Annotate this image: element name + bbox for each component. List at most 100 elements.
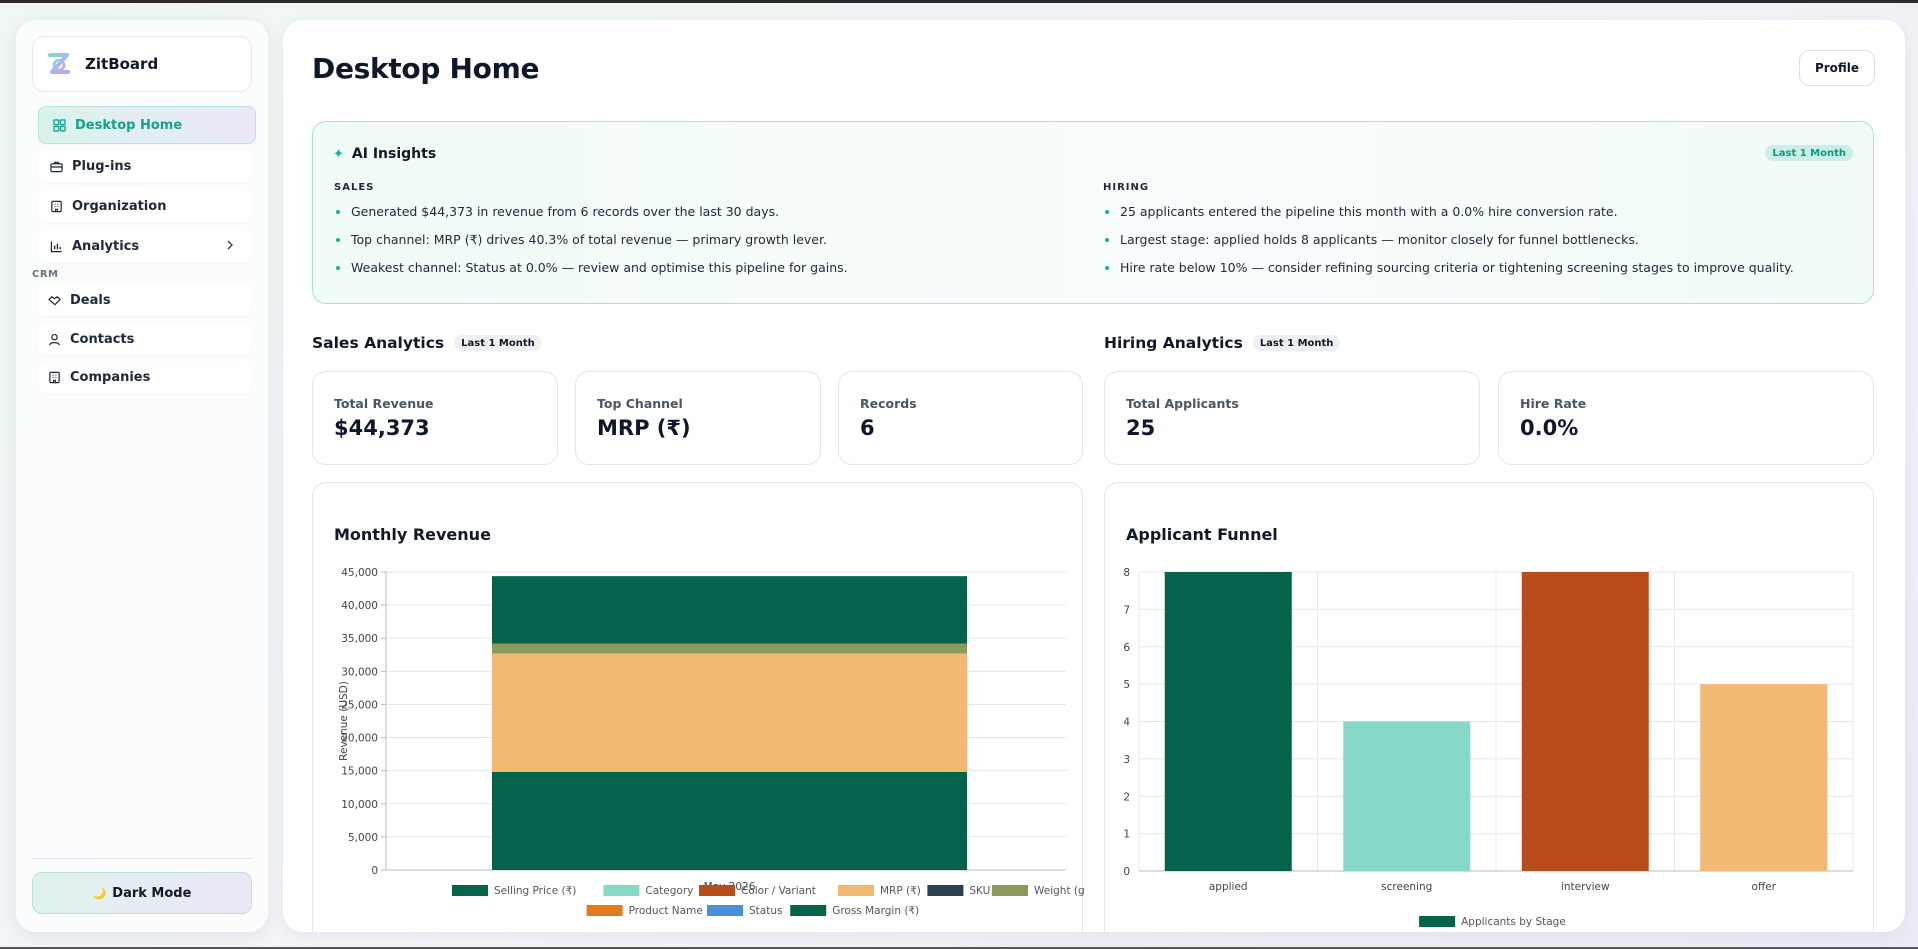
kpi-value: 25	[1126, 416, 1156, 440]
sidebar-item-label: Companies	[70, 369, 151, 385]
sales-insights: SALES Generated $44,373 in revenue from …	[334, 182, 848, 288]
y-tick-label: 3	[1123, 754, 1130, 766]
y-tick-label: 40,000	[341, 600, 378, 612]
ai-insights-panel: ✦ AI Insights Last 1 Month SALES Generat…	[312, 121, 1874, 304]
sales-analytics-title: Sales Analytics Last 1 Month	[312, 334, 542, 352]
sparkle-icon: ✦	[333, 146, 344, 162]
legend-label: Product Name	[629, 905, 703, 917]
kpi-top-channel: Top Channel MRP (₹)	[575, 371, 821, 465]
briefcase-icon	[50, 161, 63, 172]
legend-label: Status	[749, 905, 782, 917]
legend-label: SKU	[969, 885, 990, 897]
chart-title: Monthly Revenue	[334, 525, 491, 544]
kpi-label: Total Applicants	[1126, 396, 1239, 411]
y-tick-label: 20,000	[341, 733, 378, 745]
y-tick-label: 5	[1123, 679, 1130, 691]
y-tick-label: 35,000	[341, 633, 378, 645]
sidebar-divider	[32, 858, 252, 859]
building-icon	[51, 200, 62, 212]
sales-period-badge: Last 1 Month	[454, 335, 542, 351]
legend-swatch	[992, 885, 1028, 896]
bar-segment	[492, 653, 967, 772]
brand[interactable]: ZitBoard	[32, 36, 252, 92]
sidebar-item-label: Plug-ins	[72, 158, 132, 174]
legend-swatch	[790, 905, 827, 916]
legend-swatch	[603, 885, 640, 896]
sidebar-item-label: Desktop Home	[75, 117, 183, 133]
y-tick-label: 0	[371, 865, 378, 877]
list-item: Top channel: MRP (₹) drives 40.3% of tot…	[334, 232, 848, 260]
y-tick-label: 0	[1123, 866, 1130, 878]
insights-period-badge: Last 1 Month	[1765, 145, 1853, 161]
list-item: Generated $44,373 in revenue from 6 reco…	[334, 204, 848, 232]
kpi-label: Hire Rate	[1520, 396, 1587, 411]
dark-mode-toggle[interactable]: 🌙 Dark Mode	[32, 872, 252, 914]
legend-label: Category	[645, 885, 693, 897]
y-tick-label: 6	[1123, 642, 1130, 654]
legend-label: MRP (₹)	[880, 885, 921, 897]
legend-swatch	[699, 885, 735, 896]
window-top-border	[0, 0, 1918, 3]
dashboard-icon	[53, 118, 66, 132]
kpi-records: Records 6	[838, 371, 1083, 465]
y-tick-label: 30,000	[341, 666, 378, 678]
ai-insights-title: ✦ AI Insights	[333, 146, 436, 162]
legend-label: Applicants by Stage	[1461, 916, 1566, 928]
kpi-value: 0.0%	[1520, 416, 1579, 440]
legend-label: Weight (g)	[1034, 885, 1084, 897]
sidebar-item-contacts[interactable]: Contacts	[38, 323, 252, 355]
kpi-label: Total Revenue	[334, 396, 434, 411]
app-name: ZitBoard	[85, 55, 159, 73]
legend-swatch	[707, 905, 743, 916]
x-tick-label: interview	[1561, 881, 1610, 893]
legend-label: Selling Price (₹)	[494, 885, 576, 897]
kpi-label: Top Channel	[597, 396, 683, 411]
sales-insights-heading: SALES	[334, 182, 375, 193]
sidebar-item-label: Analytics	[72, 238, 140, 254]
legend-swatch	[586, 905, 623, 916]
window-bottom-border	[0, 947, 1918, 949]
x-tick-label: screening	[1381, 881, 1432, 893]
hiring-period-badge: Last 1 Month	[1252, 335, 1341, 351]
zitboard-logo-icon	[48, 53, 70, 74]
list-item: Weakest channel: Status at 0.0% — review…	[334, 260, 848, 288]
list-item: Hire rate below 10% — consider refining …	[1103, 260, 1794, 288]
y-tick-label: 5,000	[348, 832, 378, 844]
hiring-insights-heading: HIRING	[1103, 182, 1150, 193]
legend-label: Gross Margin (₹)	[832, 905, 919, 917]
list-item: Largest stage: applied holds 8 applicant…	[1103, 232, 1794, 260]
bar	[1164, 572, 1292, 871]
sidebar-item-analytics[interactable]: Analytics	[38, 230, 252, 262]
hiring-analytics-title-text: Hiring Analytics	[1104, 334, 1243, 352]
bar-segment	[492, 771, 967, 870]
building-icon	[49, 371, 60, 383]
y-tick-label: 7	[1123, 604, 1130, 616]
sidebar-item-organization[interactable]: Organization	[38, 190, 252, 222]
user-icon	[49, 333, 60, 345]
y-tick-label: 15,000	[341, 766, 378, 778]
ai-insights-title-text: AI Insights	[351, 146, 437, 162]
kpi-total-revenue: Total Revenue $44,373	[312, 371, 558, 465]
bar	[1700, 684, 1828, 871]
profile-button[interactable]: Profile	[1799, 50, 1875, 86]
page-title: Desktop Home	[312, 52, 540, 85]
y-tick-label: 1	[1123, 829, 1130, 841]
kpi-value: $44,373	[334, 416, 430, 440]
y-tick-label: 45,000	[341, 567, 378, 579]
sidebar-item-deals[interactable]: Deals	[38, 284, 252, 316]
x-tick-label: applied	[1209, 881, 1248, 893]
y-tick-label: 25,000	[341, 699, 378, 711]
sidebar-item-desktop-home[interactable]: Desktop Home	[38, 106, 256, 144]
crm-section-label: CRM	[32, 269, 59, 280]
kpi-value: 6	[860, 416, 875, 440]
moon-icon: 🌙	[92, 886, 107, 900]
sidebar: ZitBoard Desktop Home Plug-ins Organizat…	[16, 20, 268, 932]
sidebar-item-companies[interactable]: Companies	[38, 361, 252, 393]
kpi-label: Records	[860, 396, 917, 411]
applicant-funnel-chart: 0 1 2 3 4 5 6 7 8 applied screening interview offer A…	[1123, 567, 1854, 928]
y-tick-label: 2	[1123, 791, 1130, 803]
sidebar-item-label: Deals	[70, 292, 111, 308]
sidebar-item-plug-ins[interactable]: Plug-ins	[38, 150, 252, 182]
x-tick-label: offer	[1752, 881, 1777, 893]
hiring-analytics-title: Hiring Analytics Last 1 Month	[1104, 334, 1341, 352]
